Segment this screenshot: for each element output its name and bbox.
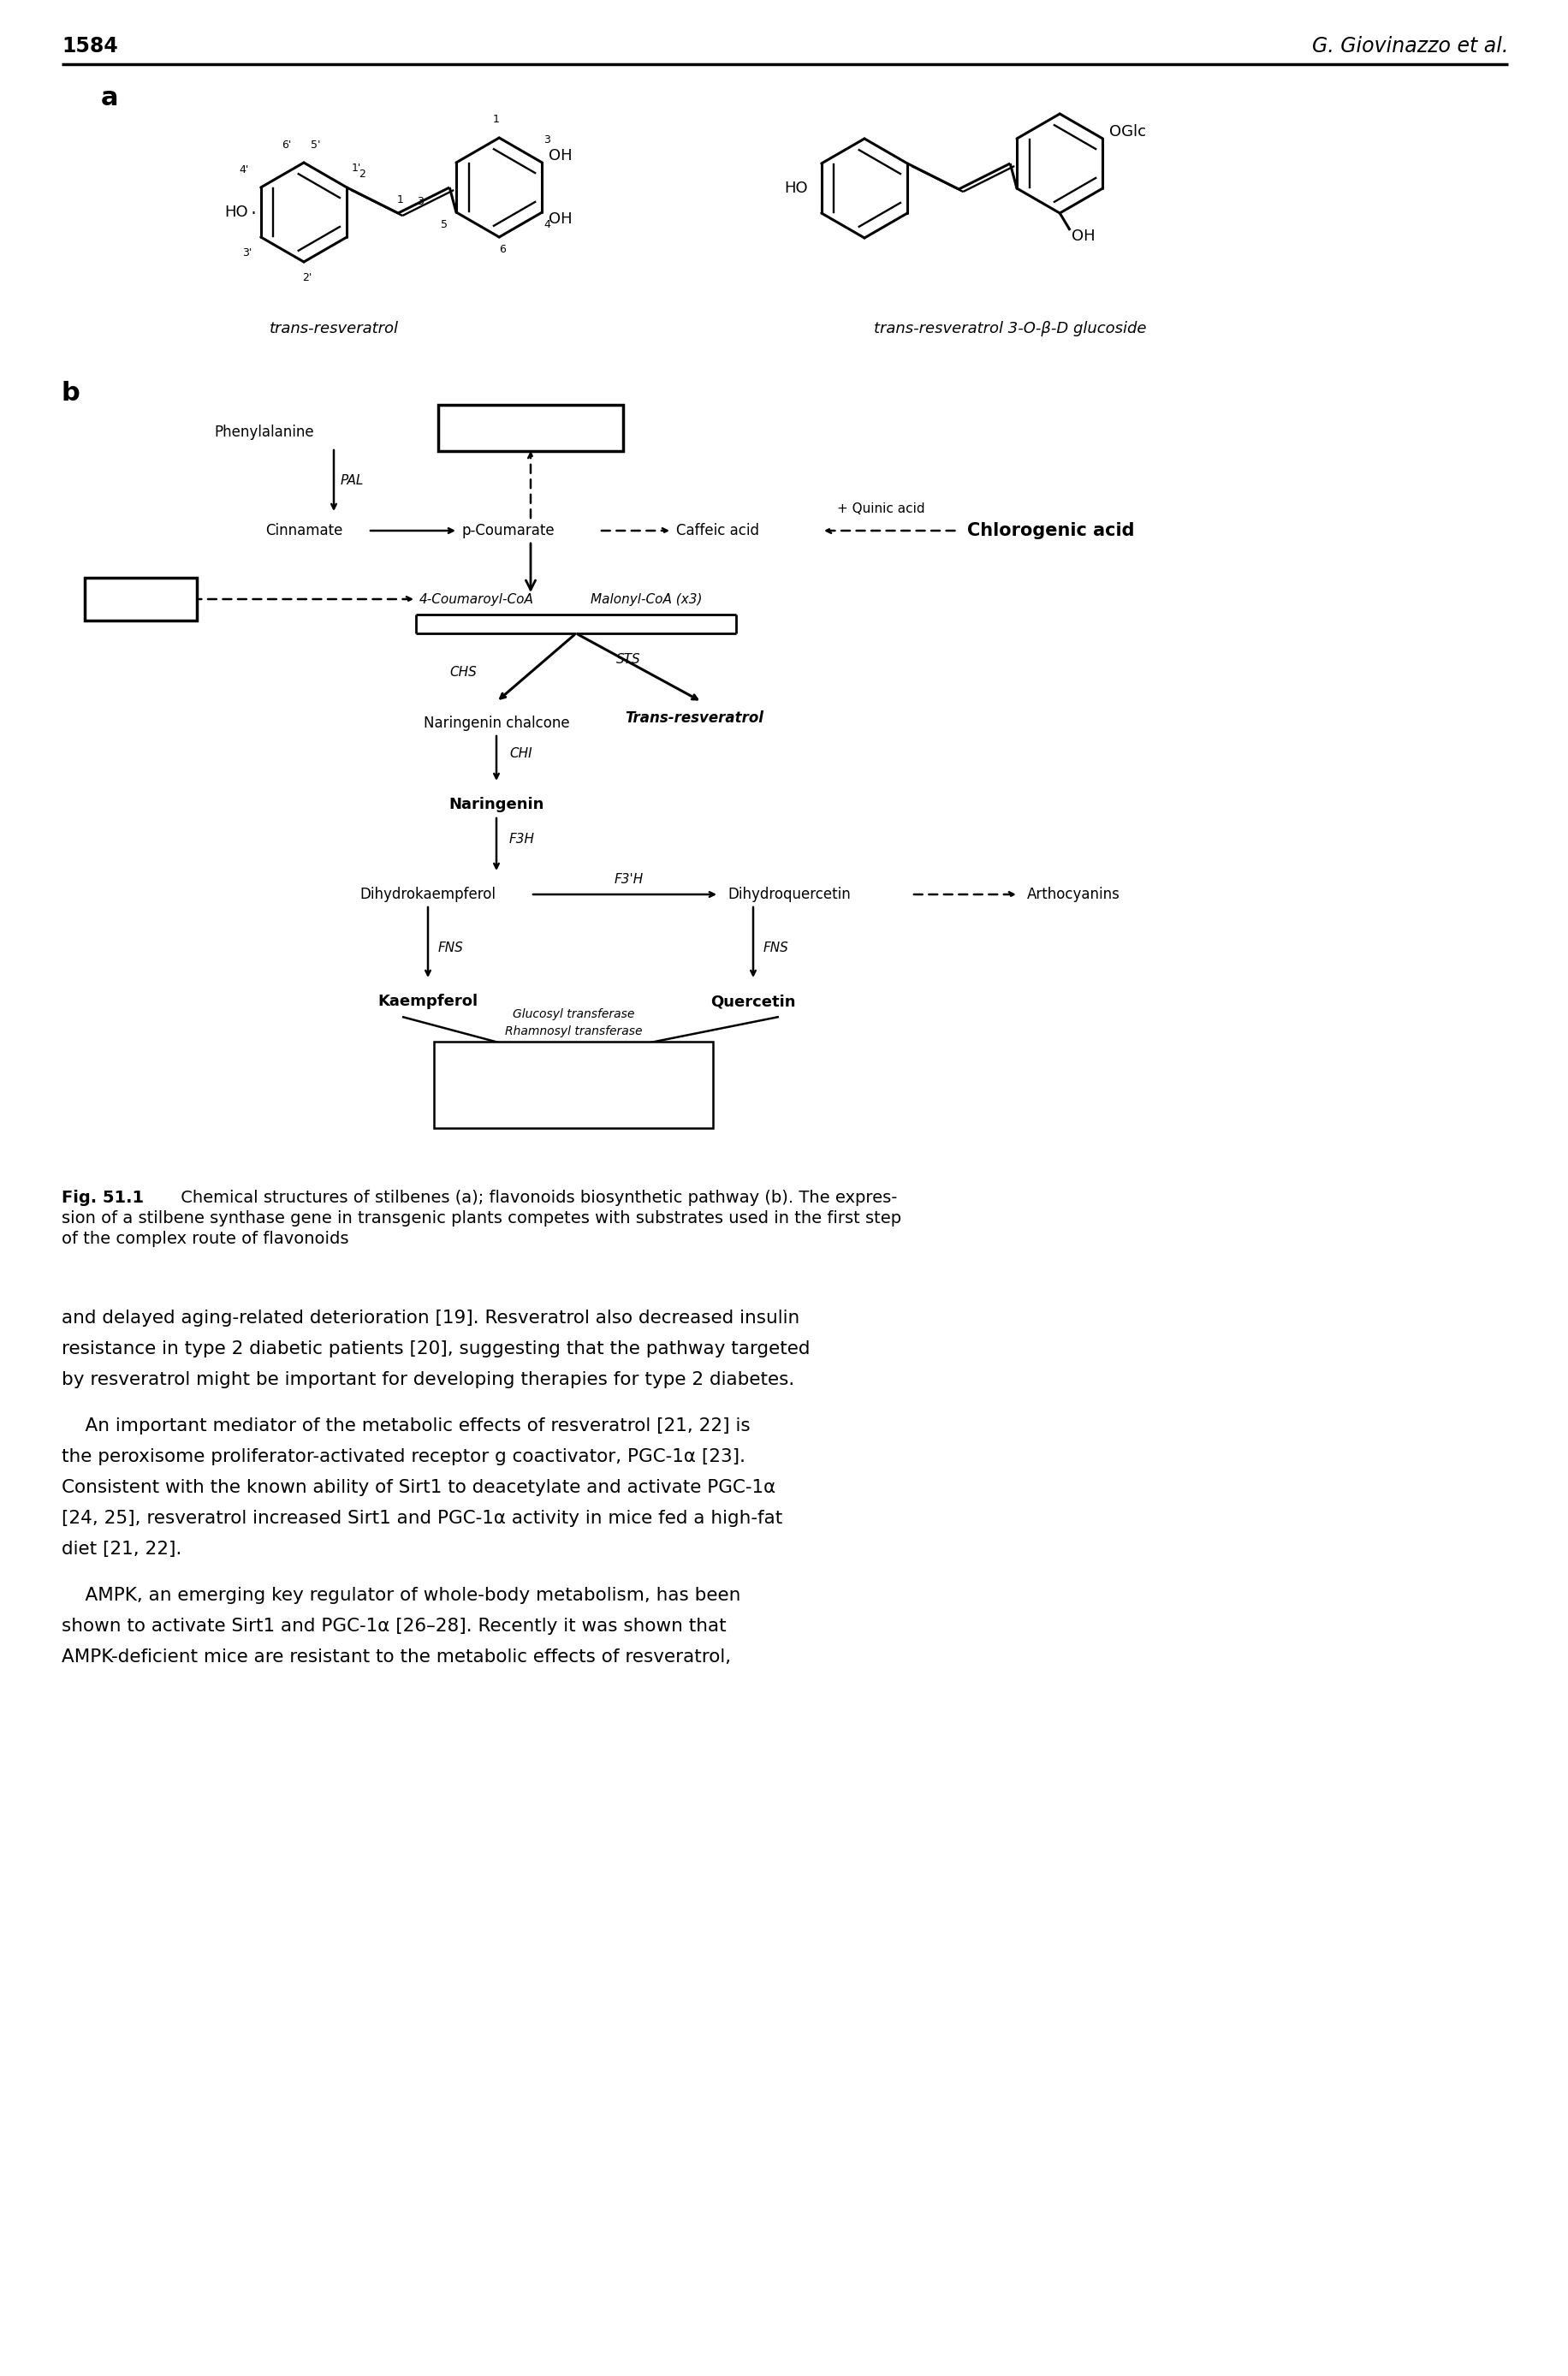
Text: 2': 2' <box>303 273 312 283</box>
Text: 4': 4' <box>238 164 249 176</box>
Text: HO: HO <box>784 181 808 195</box>
Text: diet [21, 22].: diet [21, 22]. <box>61 1540 182 1559</box>
Text: 5': 5' <box>310 140 320 150</box>
Text: Arthocyanins: Arthocyanins <box>1027 886 1120 903</box>
Text: 4: 4 <box>544 219 550 230</box>
Text: Cinnamate: Cinnamate <box>265 523 342 539</box>
Text: FNS: FNS <box>764 941 789 953</box>
Text: 6': 6' <box>282 140 292 150</box>
Text: Phenylalanine: Phenylalanine <box>213 425 314 440</box>
Text: HO: HO <box>224 204 248 221</box>
Text: Lignin: Lignin <box>114 592 168 606</box>
Text: AMPK, an emerging key regulator of whole-body metabolism, has been: AMPK, an emerging key regulator of whole… <box>61 1587 740 1604</box>
Text: the peroxisome proliferator-activated receptor g coactivator, PGC-1α [23].: the peroxisome proliferator-activated re… <box>61 1449 745 1466</box>
Text: trans-resveratrol: trans-resveratrol <box>270 321 398 337</box>
Text: Consistent with the known ability of Sirt1 to deacetylate and activate PGC-1α: Consistent with the known ability of Sir… <box>61 1478 775 1497</box>
Text: Malonyl-CoA (x3): Malonyl-CoA (x3) <box>590 592 702 606</box>
Text: Fig. 51.1: Fig. 51.1 <box>61 1190 144 1207</box>
Text: (Rutinose = Glc-Rham): (Rutinose = Glc-Rham) <box>499 1098 648 1110</box>
Text: 1: 1 <box>397 195 403 204</box>
Text: Rhamnosyl transferase: Rhamnosyl transferase <box>505 1026 641 1038</box>
Text: sion of a stilbene synthase gene in transgenic plants competes with substrates u: sion of a stilbene synthase gene in tran… <box>61 1209 902 1226</box>
Text: CHI: CHI <box>510 746 532 760</box>
Text: 1584: 1584 <box>61 36 118 57</box>
Text: OGlc: OGlc <box>1109 124 1146 140</box>
Text: a: a <box>100 86 119 109</box>
Text: Quercetin-3-rutinoside (Rutin): Quercetin-3-rutinoside (Rutin) <box>475 1060 671 1072</box>
Text: OH: OH <box>1071 228 1094 245</box>
Text: Caffeic acid: Caffeic acid <box>676 523 759 539</box>
Text: G. Giovinazzo et al.: G. Giovinazzo et al. <box>1311 36 1507 57</box>
Text: and delayed aging-related deterioration [19]. Resveratrol also decreased insulin: and delayed aging-related deterioration … <box>61 1309 800 1326</box>
Text: Kaempferol: Kaempferol <box>378 993 478 1010</box>
Text: CHS: CHS <box>448 665 477 677</box>
Text: OH: OH <box>549 147 572 164</box>
Text: Dihydrokaempferol: Dihydrokaempferol <box>359 886 495 903</box>
Text: OH: OH <box>549 211 572 226</box>
Text: by resveratrol might be important for developing therapies for type 2 diabetes.: by resveratrol might be important for de… <box>61 1371 793 1388</box>
Text: Chemical structures of stilbenes (a); flavonoids biosynthetic pathway (b). The e: Chemical structures of stilbenes (a); fl… <box>176 1190 897 1207</box>
Text: + Quinic acid: + Quinic acid <box>837 501 925 516</box>
Text: STS: STS <box>616 653 640 665</box>
FancyBboxPatch shape <box>85 577 198 620</box>
Text: Chlorogenic acid: Chlorogenic acid <box>966 523 1134 539</box>
Text: F3H: F3H <box>510 832 535 846</box>
Text: 1': 1' <box>351 162 361 173</box>
FancyBboxPatch shape <box>437 404 622 451</box>
Text: Naringenin chalcone: Naringenin chalcone <box>423 715 569 732</box>
Text: shown to activate Sirt1 and PGC-1α [26–28]. Recently it was shown that: shown to activate Sirt1 and PGC-1α [26–2… <box>61 1618 726 1635</box>
Text: trans-resveratrol 3-O-β-D glucoside: trans-resveratrol 3-O-β-D glucoside <box>873 321 1146 337</box>
Text: 2: 2 <box>359 169 365 178</box>
Text: 4-Coumaroyl-CoA: 4-Coumaroyl-CoA <box>419 592 533 606</box>
Text: 3: 3 <box>417 195 423 207</box>
Text: Kaempferol-3-rutinoside: Kaempferol-3-rutinoside <box>494 1079 652 1091</box>
Text: Sporopollenin: Sporopollenin <box>470 421 591 435</box>
Text: Trans-resveratrol: Trans-resveratrol <box>624 710 764 725</box>
Text: AMPK-deficient mice are resistant to the metabolic effects of resveratrol,: AMPK-deficient mice are resistant to the… <box>61 1649 731 1666</box>
Text: resistance in type 2 diabetic patients [20], suggesting that the pathway targete: resistance in type 2 diabetic patients [… <box>61 1340 809 1357</box>
Text: b: b <box>61 380 80 406</box>
Text: 1: 1 <box>492 114 499 126</box>
Text: Dihydroquercetin: Dihydroquercetin <box>728 886 850 903</box>
Text: An important mediator of the metabolic effects of resveratrol [21, 22] is: An important mediator of the metabolic e… <box>61 1418 750 1435</box>
Text: 6: 6 <box>499 245 506 254</box>
Text: p-Coumarate: p-Coumarate <box>463 523 555 539</box>
Text: Glucosyl transferase: Glucosyl transferase <box>513 1007 633 1019</box>
Text: 3': 3' <box>243 247 252 259</box>
Text: PAL: PAL <box>340 473 364 487</box>
Text: Quercetin: Quercetin <box>710 993 795 1010</box>
Text: of the complex route of flavonoids: of the complex route of flavonoids <box>61 1231 348 1247</box>
Text: 5: 5 <box>441 219 447 230</box>
Text: Naringenin: Naringenin <box>448 796 544 813</box>
FancyBboxPatch shape <box>434 1041 712 1129</box>
Text: [24, 25], resveratrol increased Sirt1 and PGC-1α activity in mice fed a high-fat: [24, 25], resveratrol increased Sirt1 an… <box>61 1509 782 1528</box>
Text: F3'H: F3'H <box>615 872 643 886</box>
Text: FNS: FNS <box>437 941 464 953</box>
Text: 3: 3 <box>544 135 550 145</box>
